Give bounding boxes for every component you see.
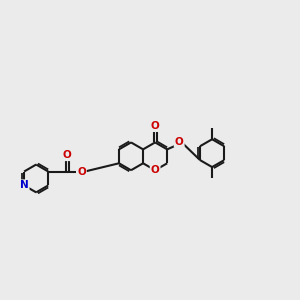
Text: O: O xyxy=(151,165,160,175)
Text: O: O xyxy=(151,121,160,131)
Text: O: O xyxy=(77,167,86,176)
Text: O: O xyxy=(63,150,72,160)
Text: N: N xyxy=(20,180,28,190)
Text: O: O xyxy=(175,137,184,147)
